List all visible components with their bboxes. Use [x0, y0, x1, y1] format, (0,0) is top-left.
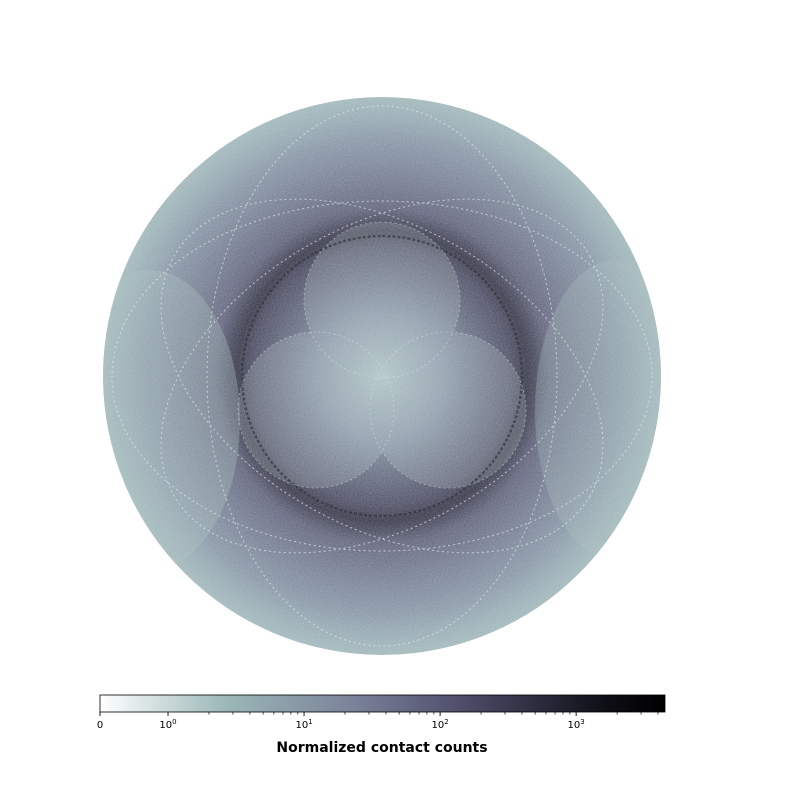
colorbar-tick-label: 0: [97, 720, 103, 731]
colorbar-tick-label: 103: [568, 718, 585, 731]
colorbar-tick-label: 101: [295, 718, 312, 731]
colorbar-tick-label: 102: [431, 718, 448, 731]
colorbar-ticks: [99, 712, 659, 716]
colorbar-gradient: [99, 694, 666, 713]
colorbar: 0 100 101 102 103 Normalized contact counts: [97, 694, 666, 756]
colorbar-label: Normalized contact counts: [276, 740, 487, 756]
colorbar-tick-label: 100: [159, 718, 176, 731]
heatmap-disk: [103, 97, 661, 655]
colorbar-tick-labels: 0 100 101 102 103: [97, 718, 585, 731]
